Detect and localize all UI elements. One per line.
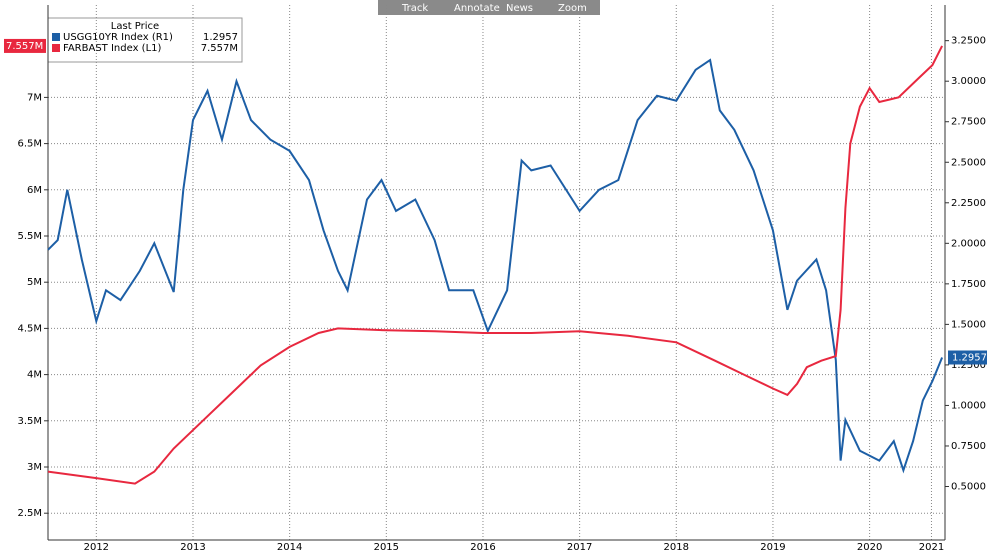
y2-tick-label: 2.7500 [951,117,986,128]
legend-title: Last Price [111,21,159,32]
x-tick-label: 2019 [760,542,785,553]
line [47,45,943,485]
y2-tick-label: 0.7500 [951,441,986,452]
legend-value: 7.557M [201,43,238,54]
legend-label: USGG10YR Index (R1) [63,32,173,43]
legend-box [47,17,243,63]
y-tick-label: 5.5M [17,231,42,242]
y2-tick-label: 3.0000 [951,76,986,87]
x-tick-label: 2014 [277,542,302,553]
legend-value: 1.2957 [203,32,238,43]
y2-tick-label: 2.5000 [951,157,986,168]
x-tick-label: 2012 [84,542,109,553]
x-tick-label: 2018 [664,542,689,553]
toolbar-button[interactable]: News [506,3,533,14]
last-value-flag [948,350,987,365]
y-tick-label: 2.5M [17,508,42,519]
toolbar-button[interactable]: Annotate [454,3,500,14]
y-tick-label: 6M [27,185,42,196]
y2-tick-label: 1.0000 [951,400,986,411]
y2-tick-label: 0.5000 [951,482,986,493]
toolbar [378,0,600,15]
legend-swatch [52,44,60,52]
line [47,58,944,474]
y-tick-label: 3M [27,462,42,473]
y2-tick-label: 1.5000 [951,319,986,330]
legend-swatch [52,33,60,41]
y2-tick-label: 3.2500 [951,36,986,47]
y-tick-label: 3.5M [17,416,42,427]
last-value-label: 1.2957 [952,353,987,364]
toolbar-button[interactable]: Zoom [558,3,587,14]
legend-label: FARBAST Index (L1) [63,43,162,54]
y-tick-label: 5M [27,277,42,288]
y2-tick-label: 1.2500 [951,360,986,371]
y2-tick-label: 2.0000 [951,238,986,249]
y2-tick-label: 2.2500 [951,198,986,209]
last-value-flag [4,38,46,53]
toolbar-button[interactable]: Track [401,3,428,14]
x-tick-label: 2016 [470,542,495,553]
x-tick-label: 2017 [567,542,592,553]
y-tick-label: 6.5M [17,139,42,150]
y2-tick-label: 1.7500 [951,279,986,290]
x-tick-label: 2021 [919,542,944,553]
x-tick-label: 2020 [857,542,882,553]
x-tick-label: 2013 [180,542,205,553]
y-tick-label: 4.5M [17,323,42,334]
y-tick-label: 7M [27,92,42,103]
last-value-label: 7.557M [6,41,43,52]
x-tick-label: 2015 [374,542,399,553]
y-tick-label: 4M [27,370,42,381]
